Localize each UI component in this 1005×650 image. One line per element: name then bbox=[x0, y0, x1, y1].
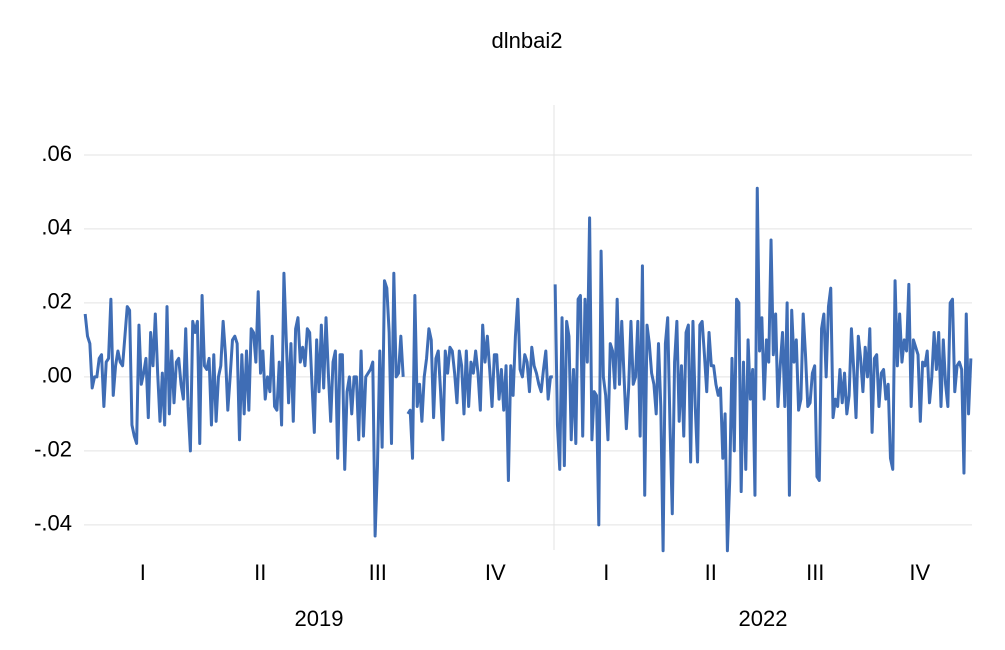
data-line bbox=[406, 294, 553, 482]
x-tick-label: II bbox=[705, 560, 717, 585]
y-tick-label: .02 bbox=[41, 289, 72, 314]
x-tick-label: I bbox=[140, 560, 146, 585]
data-line bbox=[83, 271, 405, 538]
year-label: 2022 bbox=[739, 606, 788, 631]
data-line bbox=[553, 186, 973, 553]
x-tick-label: III bbox=[369, 560, 387, 585]
y-tick-label: .04 bbox=[41, 215, 72, 240]
x-tick-label: IV bbox=[485, 560, 506, 585]
y-tick-label: .00 bbox=[41, 363, 72, 388]
x-tick-label: II bbox=[254, 560, 266, 585]
y-tick-label: -.02 bbox=[34, 437, 72, 462]
x-tick-label: III bbox=[806, 560, 824, 585]
x-tick-label: IV bbox=[909, 560, 930, 585]
y-tick-label: .06 bbox=[41, 141, 72, 166]
chart-title: dlnbai2 bbox=[492, 28, 563, 53]
year-label: 2019 bbox=[295, 606, 344, 631]
x-tick-label: I bbox=[603, 560, 609, 585]
y-tick-label: -.04 bbox=[34, 511, 72, 536]
